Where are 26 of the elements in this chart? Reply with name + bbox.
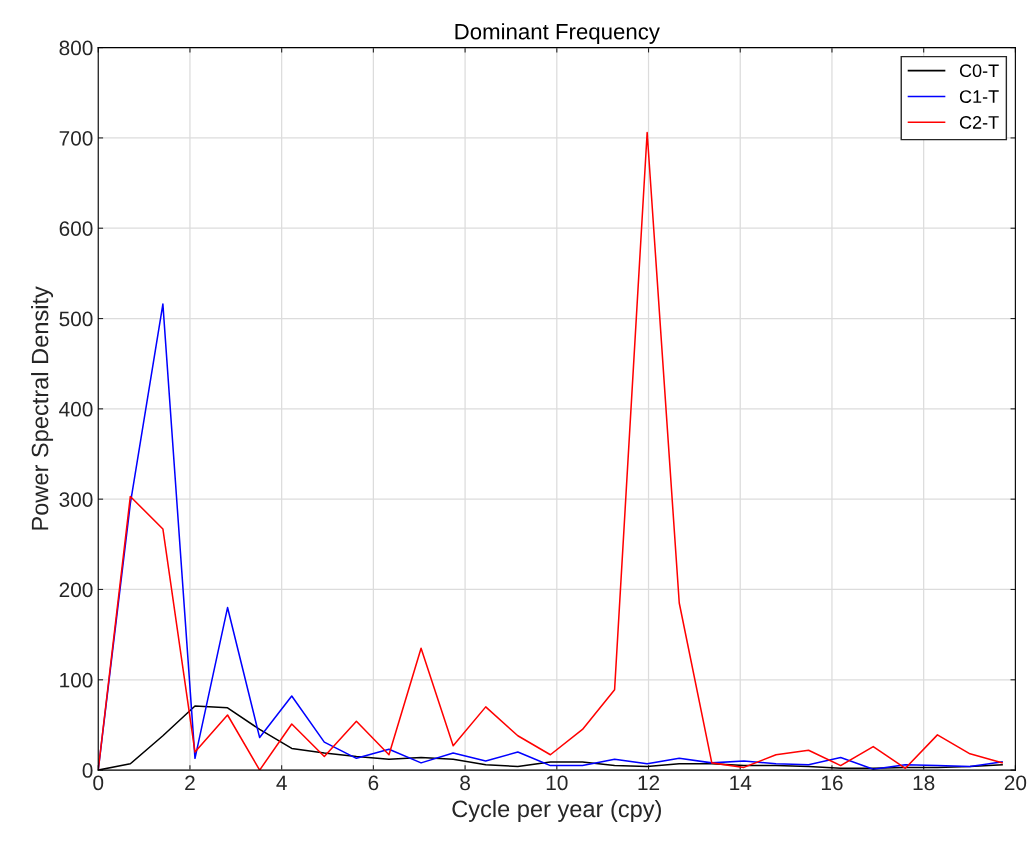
chart-title: Dominant Frequency — [455, 23, 660, 44]
x-tick-label: 4 — [276, 775, 287, 791]
y-tick-label: 200 — [59, 582, 93, 598]
y-tick-label: 0 — [82, 763, 93, 778]
x-tick-label: 18 — [913, 775, 935, 791]
y-tick-label: 100 — [60, 672, 93, 688]
x-tick-label: 10 — [546, 775, 568, 791]
y-tick-label: 500 — [59, 311, 93, 327]
y-tick-label: 300 — [59, 492, 93, 507]
y-axis-title: Power Spectral Density — [31, 286, 54, 530]
x-axis-title: Cycle per year (cpy) — [452, 799, 661, 822]
x-tick-label: 12 — [638, 775, 660, 791]
x-tick-label: 14 — [730, 775, 752, 791]
y-tick-label: 400 — [59, 401, 93, 417]
y-tick-label: 800 — [59, 40, 93, 56]
x-tick-label: 6 — [368, 775, 379, 791]
x-tick-label: 0 — [93, 775, 104, 791]
y-tick-label: 600 — [59, 221, 93, 236]
x-tick-label: 20 — [1004, 775, 1027, 791]
x-tick-label: 8 — [460, 775, 470, 791]
legend-label: C1-T — [959, 90, 999, 103]
y-tick-label: 700 — [59, 130, 93, 146]
legend-label: C2-T — [959, 116, 999, 129]
legend-label: C0-T — [959, 64, 999, 78]
x-tick-label: 2 — [185, 775, 195, 791]
x-tick-label: 16 — [821, 775, 843, 791]
